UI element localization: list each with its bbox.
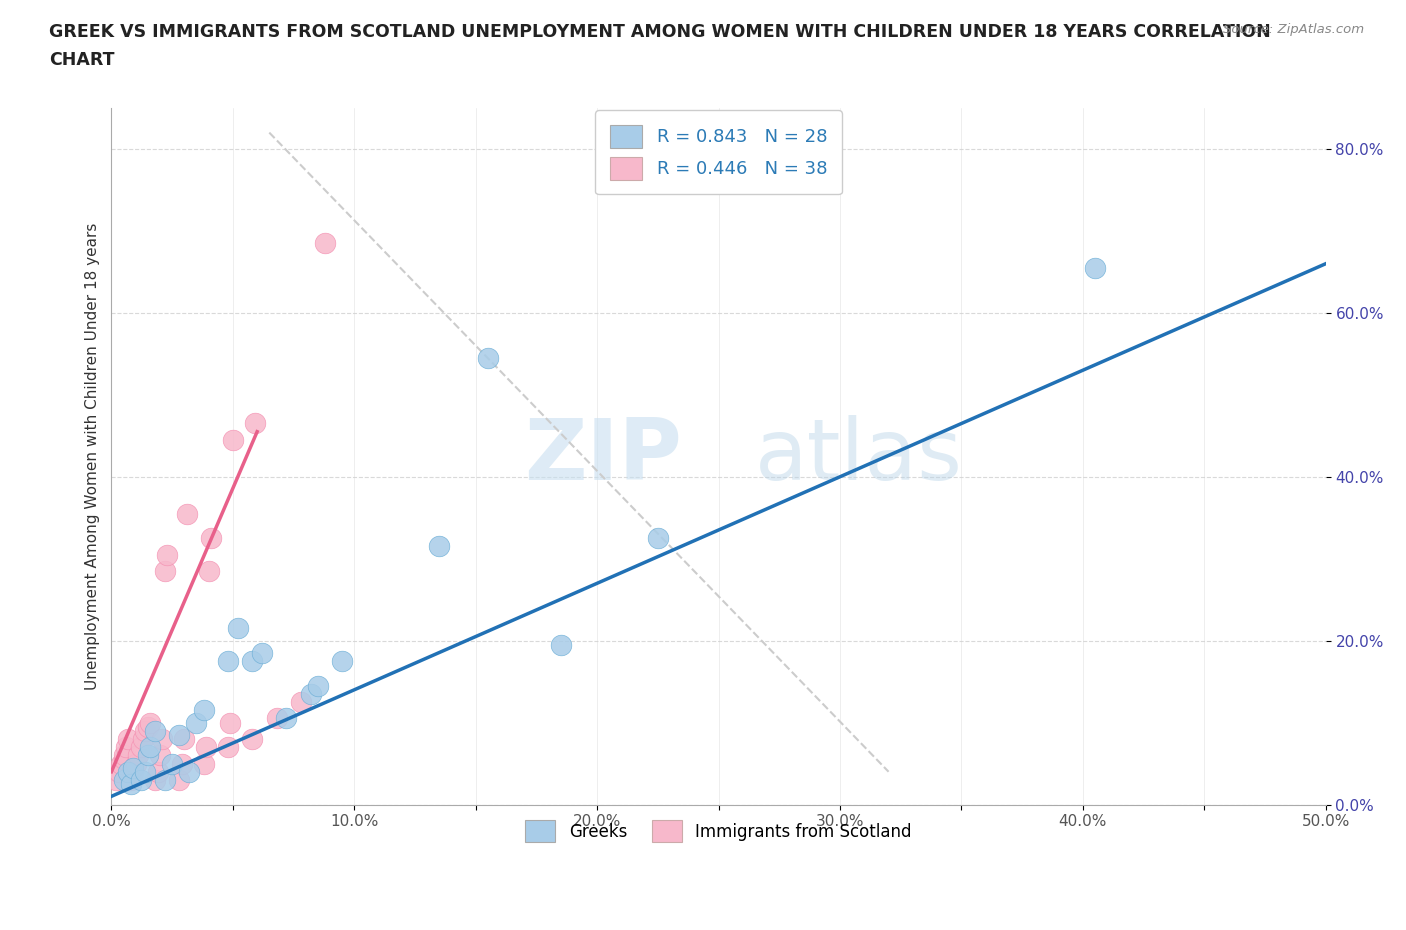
Point [173,732,195,747]
Point [186,715,208,730]
Point [143,724,166,738]
Point [112,748,135,763]
Point [266,711,288,726]
Point [117,764,139,779]
Point [169,727,191,742]
Point [139,739,162,754]
Point [134,764,156,779]
Text: CHART: CHART [49,51,115,69]
Point [330,654,353,669]
Point [136,719,159,734]
Point [112,752,135,767]
Point [477,351,499,365]
Point [139,715,162,730]
Point [307,678,329,693]
Point [217,654,239,669]
Point [153,773,176,788]
Point [197,564,219,578]
Point [136,748,159,763]
Y-axis label: Unemployment Among Women with Children Under 18 years: Unemployment Among Women with Children U… [86,222,100,690]
Point [125,756,148,771]
Point [314,236,336,251]
Point [240,654,263,669]
Point [107,764,129,779]
Point [217,739,239,754]
Point [105,773,128,788]
Point [115,739,138,754]
Point [122,760,145,775]
Point [120,777,142,791]
Point [112,773,135,788]
Point [127,748,149,763]
Point [219,715,242,730]
Point [156,547,179,562]
Text: Source: ZipAtlas.com: Source: ZipAtlas.com [1223,23,1364,36]
Point [195,739,218,754]
Point [276,711,298,726]
Point [240,732,263,747]
Point [250,645,273,660]
Text: GREEK VS IMMIGRANTS FROM SCOTLAND UNEMPLOYMENT AMONG WOMEN WITH CHILDREN UNDER 1: GREEK VS IMMIGRANTS FROM SCOTLAND UNEMPL… [49,23,1271,41]
Point [134,724,156,738]
Point [129,739,152,754]
Point [427,539,450,554]
Point [170,756,193,771]
Point [200,531,222,546]
Point [160,756,183,771]
Legend: Greeks, Immigrants from Scotland: Greeks, Immigrants from Scotland [519,814,918,848]
Point [243,416,266,431]
Point [149,748,172,763]
Text: atlas: atlas [755,415,963,498]
Point [169,773,191,788]
Point [176,506,198,521]
Point [143,773,166,788]
Point [193,703,215,718]
Point [179,764,201,779]
Point [120,773,142,788]
Point [550,637,572,652]
Point [110,756,132,771]
Point [290,695,312,710]
Text: ZIP: ZIP [524,415,682,498]
Point [1084,260,1107,275]
Point [153,564,176,578]
Point [129,773,152,788]
Point [226,621,249,636]
Point [117,732,139,747]
Point [146,764,169,779]
Point [122,764,145,779]
Point [152,732,174,747]
Point [299,686,322,701]
Point [132,732,155,747]
Point [222,432,245,447]
Point [647,531,669,546]
Point [193,756,215,771]
